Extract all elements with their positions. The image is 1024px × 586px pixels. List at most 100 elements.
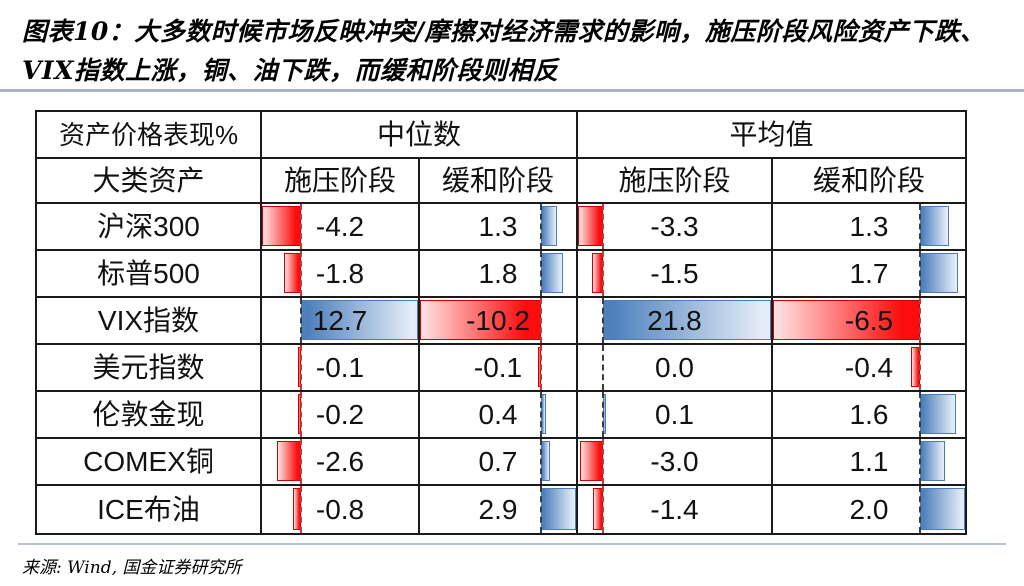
negative-data-bar: [262, 206, 301, 246]
sub-header-easing-mean: 缓和阶段: [773, 159, 965, 204]
bar-axis-line: [918, 486, 921, 533]
bar-axis-line: [540, 251, 543, 296]
asset-label: 伦敦金现: [37, 392, 262, 439]
bar-axis-line: [299, 204, 302, 249]
value-text: 1.7: [849, 257, 889, 289]
value-cell: 0.7: [420, 439, 578, 486]
value-text: -0.1: [315, 351, 365, 383]
value-text: 21.8: [647, 304, 702, 336]
asset-label: ICE布油: [37, 486, 262, 533]
value-text: 0.7: [478, 445, 518, 477]
title-divider: [0, 89, 1024, 92]
value-cell: 1.3: [773, 204, 965, 251]
bar-axis-line: [918, 439, 921, 484]
group-header-median: 中位数: [262, 112, 578, 159]
value-cell: 0.0: [578, 345, 773, 392]
value-text: -0.1: [473, 351, 523, 383]
value-cell: -1.8: [262, 251, 420, 298]
positive-data-bar: [919, 206, 950, 246]
bar-axis-line: [918, 298, 921, 343]
bar-axis-line: [540, 345, 543, 390]
bar-axis-line: [602, 392, 605, 437]
asset-label: 标普500: [37, 251, 262, 298]
negative-data-bar: [578, 206, 604, 246]
value-cell: -0.4: [773, 345, 965, 392]
bar-axis-line: [918, 392, 921, 437]
value-text: 1.3: [478, 210, 518, 242]
group-header-mean: 平均值: [578, 112, 965, 159]
value-text: 1.6: [849, 398, 889, 430]
negative-data-bar: [284, 253, 301, 293]
value-cell: -3.3: [578, 204, 773, 251]
positive-data-bar: [603, 300, 771, 340]
value-cell: -6.5: [773, 298, 965, 345]
value-cell: -2.6: [262, 439, 420, 486]
sub-header-easing-median: 缓和阶段: [420, 159, 578, 204]
value-cell: 0.1: [578, 392, 773, 439]
value-text: 1.8: [478, 257, 518, 289]
value-cell: -10.2: [420, 298, 578, 345]
positive-data-bar: [300, 300, 418, 340]
value-text: -0.4: [844, 351, 894, 383]
value-text: 2.0: [849, 493, 889, 525]
bar-axis-line: [299, 392, 302, 437]
value-text: 0.0: [655, 351, 694, 383]
value-text: -10.2: [466, 304, 530, 336]
bar-axis-line: [299, 439, 302, 484]
bar-axis-line: [602, 345, 605, 390]
value-cell: 0.4: [420, 392, 578, 439]
positive-data-bar: [541, 206, 557, 246]
positive-data-bar: [541, 253, 563, 293]
value-text: 0.4: [478, 398, 518, 430]
value-text: -0.8: [315, 493, 365, 525]
value-cell: 1.3: [420, 204, 578, 251]
value-text: -2.6: [315, 445, 365, 477]
value-text: -1.8: [315, 257, 365, 289]
asset-label: 美元指数: [37, 345, 262, 392]
figure-title: 图表10：大多数时候市场反映冲突/摩擦对经济需求的影响，施压阶段风险资产下跌、V…: [22, 17, 986, 85]
bar-axis-line: [299, 298, 302, 343]
bar-axis-line: [918, 251, 921, 296]
value-cell: 1.1: [773, 439, 965, 486]
bar-axis-line: [602, 298, 605, 343]
value-cell: -0.1: [262, 345, 420, 392]
bar-axis-line: [918, 204, 921, 249]
value-cell: -3.0: [578, 439, 773, 486]
negative-data-bar: [580, 441, 604, 481]
value-text: -0.2: [315, 398, 365, 430]
bar-axis-line: [918, 345, 921, 390]
value-cell: -4.2: [262, 204, 420, 251]
value-text: -1.5: [650, 257, 699, 289]
positive-data-bar: [919, 441, 945, 481]
asset-label: COMEX铜: [37, 439, 262, 486]
bar-axis-line: [602, 251, 605, 296]
positive-data-bar: [919, 394, 956, 434]
positive-data-bar: [541, 488, 576, 530]
asset-label: 沪深300: [37, 204, 262, 251]
negative-data-bar: [420, 300, 542, 340]
bar-axis-line: [540, 486, 543, 533]
bar-axis-line: [540, 204, 543, 249]
asset-label: VIX指数: [37, 298, 262, 345]
value-text: 12.7: [312, 304, 368, 336]
source-note: 来源: Wind, 国金证券研究所: [22, 558, 242, 578]
value-cell: 2.0: [773, 486, 965, 533]
bar-axis-line: [299, 251, 302, 296]
bar-axis-line: [540, 298, 543, 343]
bar-axis-line: [602, 204, 605, 249]
positive-data-bar: [919, 253, 959, 293]
value-cell: 1.8: [420, 251, 578, 298]
value-text: -4.2: [315, 210, 365, 242]
value-text: -3.3: [650, 210, 699, 242]
bar-axis-line: [540, 392, 543, 437]
value-cell: 21.8: [578, 298, 773, 345]
value-cell: 1.7: [773, 251, 965, 298]
value-text: -3.0: [650, 445, 699, 477]
bar-axis-line: [540, 439, 543, 484]
positive-data-bar: [541, 441, 550, 481]
bar-axis-line: [602, 486, 605, 533]
value-cell: -1.4: [578, 486, 773, 533]
value-text: 1.3: [849, 210, 889, 242]
value-cell: 12.7: [262, 298, 420, 345]
